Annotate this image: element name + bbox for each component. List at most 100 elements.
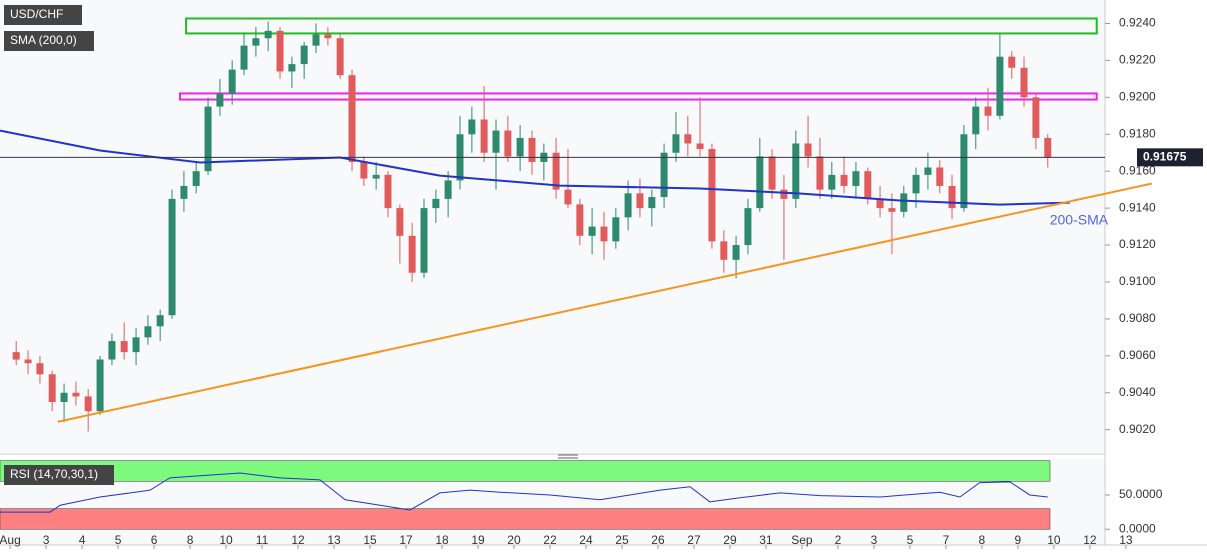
x-tick-label: 8 — [187, 533, 194, 547]
candle-body — [444, 180, 452, 199]
oversold — [0, 508, 1051, 530]
candle-body — [132, 337, 140, 353]
x-tick-label: 9 — [1015, 533, 1022, 547]
candle-body — [36, 363, 44, 375]
candle-body — [528, 137, 536, 162]
x-tick-label: 3 — [871, 533, 878, 547]
candle-body — [348, 75, 356, 162]
candle-body — [1044, 137, 1052, 158]
y-tick-label: 0.9140 — [1119, 200, 1156, 214]
candle-body — [396, 208, 404, 236]
x-tick-label: 25 — [615, 533, 629, 547]
candle-body — [276, 30, 284, 72]
candle-body — [660, 152, 668, 198]
y-tick-label: 0.9080 — [1119, 311, 1156, 325]
x-tick-label: 13 — [327, 533, 341, 547]
y-tick-label: 0.9060 — [1119, 348, 1156, 362]
x-tick-label: 7 — [943, 533, 950, 547]
candle-body — [300, 45, 308, 65]
candle-body — [804, 143, 812, 157]
current-price-box — [1137, 148, 1203, 167]
candle-body — [732, 245, 740, 260]
candle-body — [924, 167, 932, 175]
zone — [178, 92, 1098, 101]
candle-body — [48, 374, 56, 402]
candle-body — [1020, 67, 1028, 98]
candle-body — [864, 171, 872, 199]
sma-annotation: 200-SMA — [1050, 211, 1109, 227]
y-tick-label: 0.9120 — [1119, 237, 1156, 251]
candle-body — [504, 130, 512, 157]
candle-body — [408, 235, 416, 273]
candle-body — [672, 134, 680, 153]
candle-body — [840, 174, 848, 186]
candle-body — [684, 134, 692, 144]
candle-body — [264, 30, 272, 39]
candle-body — [828, 174, 836, 190]
x-tick-label: 6 — [151, 533, 158, 547]
x-tick-label: 12 — [291, 533, 305, 547]
candle-body — [564, 189, 572, 205]
candle-body — [756, 156, 764, 209]
candle-body — [216, 93, 224, 107]
candle-body — [12, 352, 20, 360]
resize-grip[interactable] — [558, 454, 578, 459]
overbought — [0, 460, 1051, 482]
candle-body — [324, 34, 332, 39]
x-tick-label: 13 — [1119, 533, 1133, 547]
candle-body — [144, 326, 152, 338]
candle-body — [936, 167, 944, 186]
candle-body — [960, 134, 968, 209]
candle-body — [792, 143, 800, 199]
candle-body — [84, 396, 92, 412]
x-tick-label: 19 — [471, 533, 485, 547]
x-tick-label: 20 — [507, 533, 521, 547]
candle-body — [492, 130, 500, 153]
candle-body — [696, 143, 704, 150]
candle-body — [468, 119, 476, 135]
x-tick-label: 26 — [651, 533, 665, 547]
rsi-label: RSI (14,70,30,1) — [10, 467, 98, 481]
candle-body — [1008, 56, 1016, 68]
candle-body — [336, 38, 344, 76]
y-tick-label: 0.9020 — [1119, 422, 1156, 436]
main-panel — [0, 0, 1105, 452]
x-tick-label: Sep — [791, 533, 813, 547]
x-tick-label: 10 — [219, 533, 233, 547]
y-tick-label: 50.0000 — [1119, 487, 1163, 501]
candle-body — [108, 341, 116, 360]
candle-body — [360, 161, 368, 179]
y-tick-label: 0.9100 — [1119, 274, 1156, 288]
x-tick-label: 10 — [1047, 533, 1061, 547]
candle-body — [228, 69, 236, 94]
candle-body — [588, 226, 596, 236]
candle-body — [720, 241, 728, 260]
candle-body — [288, 64, 296, 72]
candle-body — [636, 193, 644, 209]
x-tick-label: 2 — [835, 533, 842, 547]
candle-body — [180, 185, 188, 199]
y-tick-label: 0.9200 — [1119, 89, 1156, 103]
candle-body — [24, 359, 32, 364]
candle-body — [744, 208, 752, 246]
sma-label-box — [4, 31, 94, 51]
candle-body — [120, 341, 128, 353]
x-tick-label: 5 — [907, 533, 914, 547]
candle-body — [972, 106, 980, 135]
candle-body — [708, 149, 716, 242]
candle-body — [996, 56, 1004, 116]
symbol-label-box — [4, 5, 82, 25]
candle-body — [780, 189, 788, 199]
x-tick-label: 5 — [115, 533, 122, 547]
candle-body — [60, 392, 68, 402]
x-tick-label: 12 — [1083, 533, 1097, 547]
candle-body — [312, 34, 320, 46]
candle-body — [432, 198, 440, 209]
sma-line — [0, 129, 1070, 206]
candle-body — [612, 217, 620, 242]
candle-body — [96, 359, 104, 412]
candle-body — [204, 106, 212, 172]
candle-body — [192, 171, 200, 186]
rsi-label-box — [4, 465, 114, 485]
y-tick-label: 0.9220 — [1119, 53, 1156, 67]
